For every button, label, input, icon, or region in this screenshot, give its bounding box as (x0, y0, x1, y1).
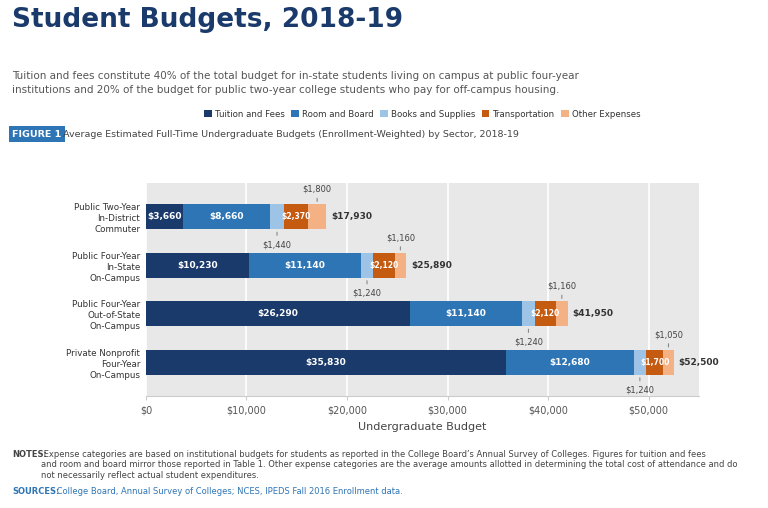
Text: $35,830: $35,830 (306, 358, 346, 367)
Bar (395, 252, 406, 278)
Text: $3,660: $3,660 (147, 212, 181, 221)
Text: $52,500: $52,500 (679, 358, 720, 367)
Legend: Tuition and Fees, Room and Board, Books and Supplies, Transportation, Other Expe: Tuition and Fees, Room and Board, Books … (200, 106, 644, 122)
Text: FIGURE 1: FIGURE 1 (12, 130, 61, 139)
Bar (361, 252, 373, 278)
Text: $2,120: $2,120 (369, 261, 399, 270)
Text: $1,240: $1,240 (625, 386, 654, 395)
Text: Expense categories are based on institutional budgets for students as reported i: Expense categories are based on institut… (41, 450, 738, 480)
Text: Student Budgets, 2018-19: Student Budgets, 2018-19 (12, 7, 403, 33)
Text: $11,140: $11,140 (284, 261, 325, 270)
Bar (308, 204, 326, 230)
Text: $25,890: $25,890 (411, 261, 452, 270)
Text: $8,660: $8,660 (209, 212, 243, 221)
Text: $11,140: $11,140 (445, 309, 487, 319)
Text: $41,950: $41,950 (573, 309, 614, 319)
Bar (146, 204, 183, 230)
Text: Tuition and fees constitute 40% of the total budget for in-state students living: Tuition and fees constitute 40% of the t… (12, 71, 579, 94)
Bar (284, 204, 308, 230)
Bar (183, 204, 270, 230)
Bar (249, 252, 361, 278)
Text: $10,230: $10,230 (177, 261, 217, 270)
X-axis label: Undergraduate Budget: Undergraduate Budget (358, 422, 487, 432)
Text: $12,680: $12,680 (550, 358, 591, 367)
Text: $26,290: $26,290 (257, 309, 299, 319)
Bar (522, 301, 535, 327)
Bar (664, 350, 674, 375)
Bar (146, 301, 410, 327)
Text: NOTES:: NOTES: (12, 450, 47, 459)
Bar (556, 301, 568, 327)
Bar (535, 301, 556, 327)
Bar (146, 252, 249, 278)
Text: $17,930: $17,930 (331, 212, 372, 221)
Text: $1,440: $1,440 (263, 240, 292, 249)
Text: $1,700: $1,700 (640, 358, 670, 367)
Bar (506, 350, 634, 375)
Text: SOURCES:: SOURCES: (12, 487, 60, 496)
Text: $1,050: $1,050 (654, 330, 683, 339)
Text: $1,160: $1,160 (548, 281, 577, 291)
Text: Average Estimated Full-Time Undergraduate Budgets (Enrollment-Weighted) by Secto: Average Estimated Full-Time Undergraduat… (63, 130, 519, 139)
Text: $1,160: $1,160 (386, 233, 415, 242)
Bar (646, 350, 664, 375)
Bar (634, 350, 646, 375)
Text: $1,240: $1,240 (514, 337, 543, 346)
Bar (146, 350, 506, 375)
Text: $1,800: $1,800 (303, 184, 332, 194)
Bar (373, 252, 395, 278)
Bar (410, 301, 522, 327)
Text: $2,120: $2,120 (531, 309, 560, 319)
Text: $1,240: $1,240 (353, 289, 382, 298)
Text: $2,370: $2,370 (282, 212, 311, 221)
Text: College Board, Annual Survey of Colleges; NCES, IPEDS Fall 2016 Enrollment data.: College Board, Annual Survey of Colleges… (54, 487, 402, 496)
Bar (270, 204, 284, 230)
